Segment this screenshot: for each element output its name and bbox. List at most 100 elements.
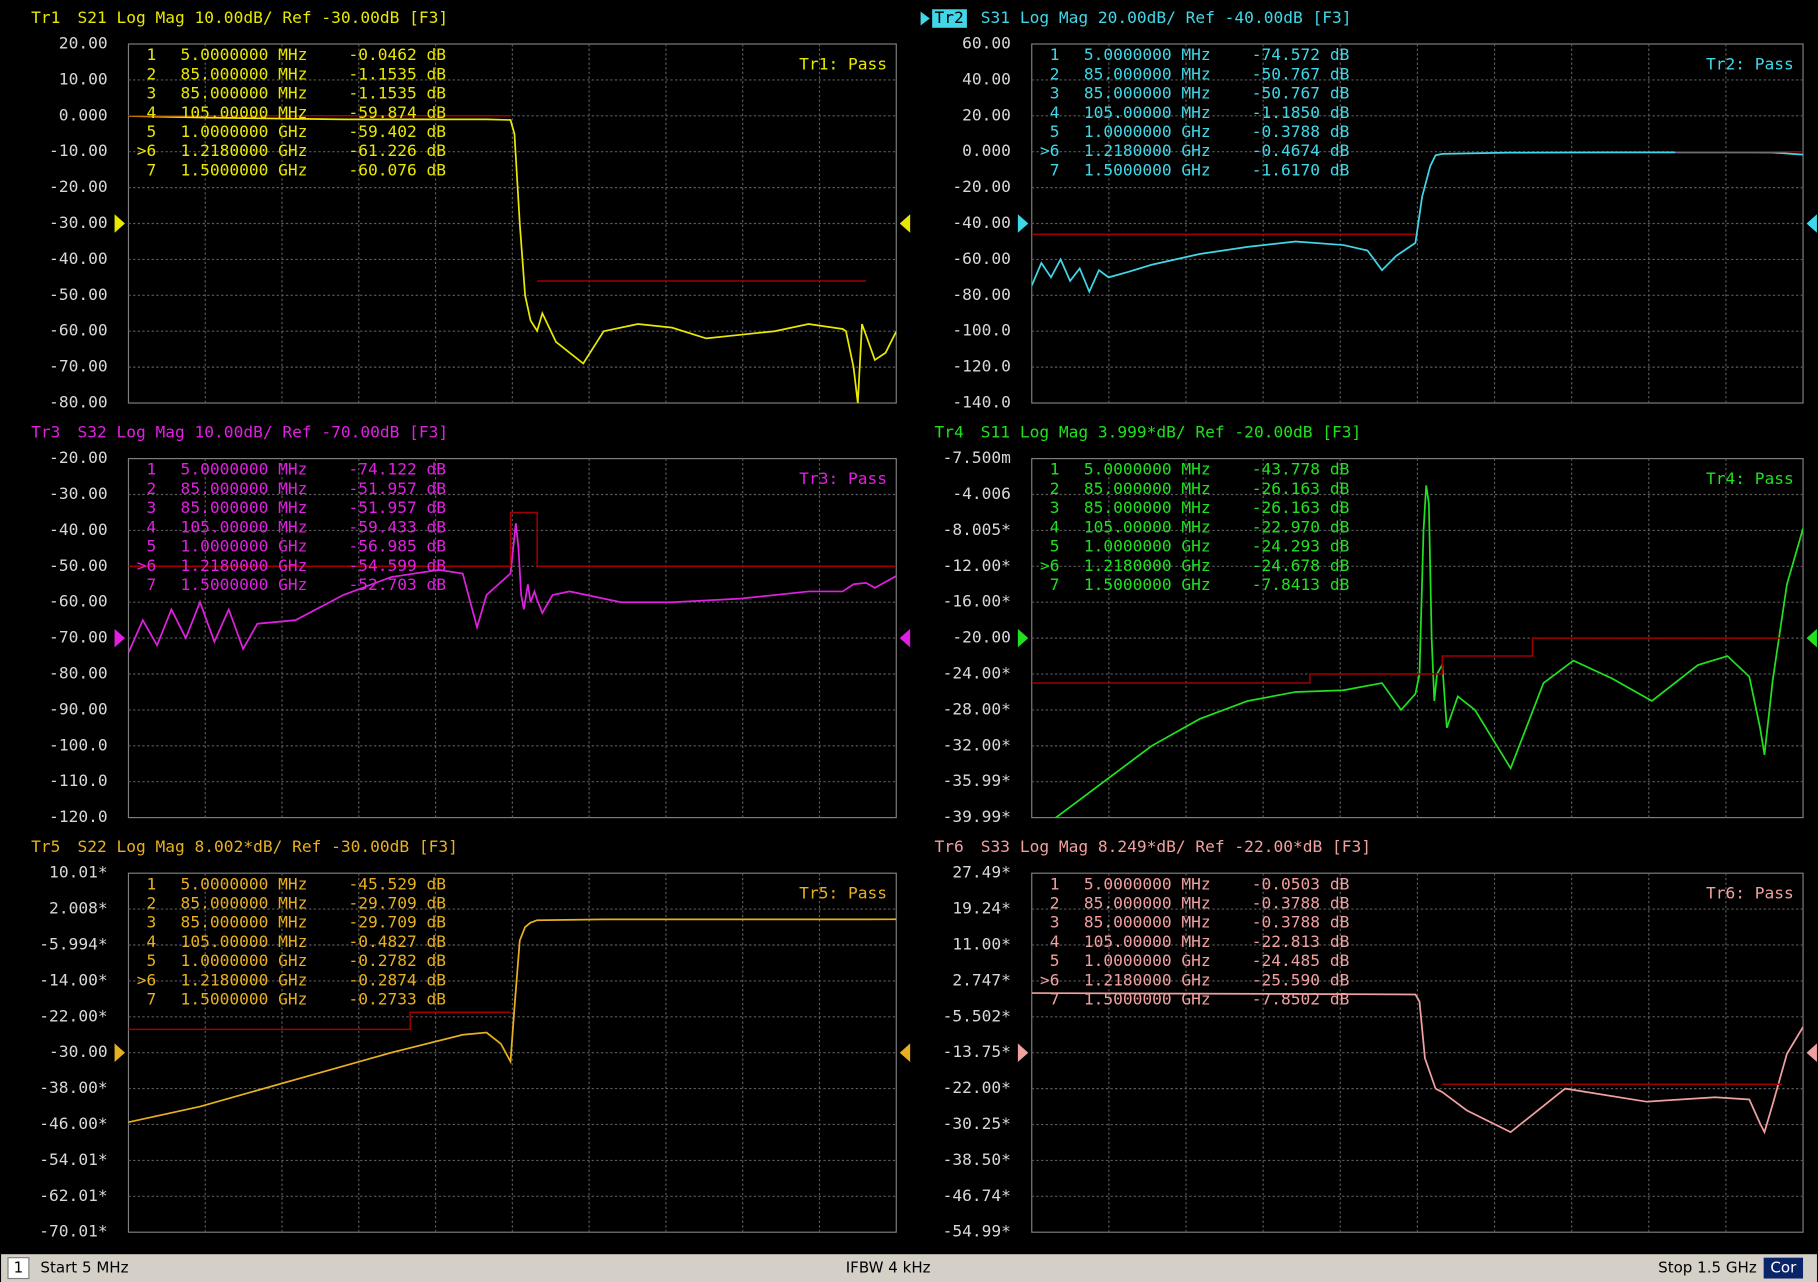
- y-tick-label: -5.502*: [943, 1006, 1011, 1025]
- y-tick-label: 60.00: [962, 34, 1011, 53]
- stop-freq: Stop 1.5 GHz: [1658, 1259, 1757, 1277]
- marker-response: -24.293 dB: [1252, 537, 1350, 556]
- y-tick-label: -50.00: [49, 556, 108, 575]
- marker-stimulus: 1.5000000 GHz: [1084, 575, 1211, 594]
- trace: [1031, 151, 1804, 294]
- y-tick-label: -38.50*: [943, 1150, 1011, 1169]
- y-tick-label: -22.00*: [39, 1006, 107, 1025]
- marker-response: -0.2874 dB: [348, 970, 446, 989]
- cor-box[interactable]: [1763, 1257, 1804, 1279]
- y-tick-label: -20.00: [49, 177, 108, 196]
- marker-response: -22.970 dB: [1252, 517, 1350, 536]
- marker-response: -43.778 dB: [1252, 460, 1350, 479]
- marker-stimulus: 105.00000 MHz: [181, 103, 308, 122]
- ref-arrow: [899, 1043, 911, 1062]
- trace-label: Tr2: [934, 8, 963, 27]
- marker-stimulus: 5.0000000 MHz: [1084, 874, 1211, 893]
- marker-number: >6: [1040, 141, 1060, 160]
- marker-number: 4: [1050, 932, 1060, 951]
- marker-stimulus: 85.000000 MHz: [1084, 64, 1211, 83]
- marker-stimulus: 1.2180000 GHz: [181, 141, 308, 160]
- marker-stimulus: 1.2180000 GHz: [1084, 556, 1211, 575]
- y-tick-label: -54.99*: [943, 1222, 1011, 1241]
- y-tick-label: -70.00: [49, 628, 108, 647]
- marker-number: >6: [137, 970, 157, 989]
- trace-title: S22 Log Mag 8.002*dB/ Ref -30.00dB [F3]: [77, 837, 457, 856]
- y-tick-label: -40.00: [49, 249, 108, 268]
- marker-number: 7: [1050, 990, 1060, 1009]
- ref-arrow: [1017, 214, 1029, 233]
- marker-stimulus: 5.0000000 MHz: [1084, 460, 1211, 479]
- pass-label: Tr1: Pass: [799, 54, 887, 73]
- marker-response: -1.1850 dB: [1252, 103, 1350, 122]
- y-tick-label: -12.00*: [943, 556, 1011, 575]
- marker-number: >6: [1040, 556, 1060, 575]
- marker-stimulus: 1.2180000 GHz: [1084, 141, 1211, 160]
- start-freq: Start 5 MHz: [40, 1259, 128, 1277]
- trace-title: S21 Log Mag 10.00dB/ Ref -30.00dB [F3]: [77, 8, 448, 27]
- marker-stimulus: 105.00000 MHz: [1084, 517, 1211, 536]
- marker-stimulus: 85.000000 MHz: [1084, 894, 1211, 913]
- y-tick-label: -22.00*: [943, 1078, 1011, 1097]
- channel-box[interactable]: [7, 1257, 30, 1280]
- marker-response: -54.599 dB: [348, 556, 446, 575]
- y-tick-label: -5.994*: [39, 934, 107, 953]
- y-tick-label: -54.01*: [39, 1150, 107, 1169]
- y-tick-label: -80.00: [49, 393, 108, 412]
- marker-number: 1: [1050, 45, 1060, 64]
- marker-stimulus: 5.0000000 MHz: [181, 460, 308, 479]
- marker-stimulus: 85.000000 MHz: [181, 64, 308, 83]
- y-tick-label: -13.75*: [943, 1042, 1011, 1061]
- y-tick-label: -120.0: [49, 807, 108, 826]
- marker-response: -0.4827 dB: [348, 932, 446, 951]
- y-tick-label: -120.0: [952, 357, 1011, 376]
- y-tick-label: -8.005*: [943, 520, 1011, 539]
- marker-response: -51.957 dB: [348, 479, 446, 498]
- marker-stimulus: 1.5000000 GHz: [181, 160, 308, 179]
- marker-stimulus: 1.5000000 GHz: [181, 575, 308, 594]
- ref-arrow: [1017, 1043, 1029, 1062]
- marker-response: -59.402 dB: [348, 122, 446, 141]
- ref-arrow: [114, 214, 125, 233]
- marker-response: -56.985 dB: [348, 537, 446, 556]
- marker-response: -26.163 dB: [1252, 479, 1350, 498]
- marker-stimulus: 105.00000 MHz: [181, 932, 308, 951]
- marker-stimulus: 5.0000000 MHz: [181, 45, 308, 64]
- y-tick-label: -30.00: [49, 213, 108, 232]
- pass-label: Tr3: Pass: [799, 469, 887, 488]
- marker-number: 1: [146, 45, 156, 64]
- y-tick-label: 20.00: [962, 105, 1011, 124]
- marker-response: -52.703 dB: [348, 575, 446, 594]
- y-tick-label: 10.00: [59, 69, 108, 88]
- y-tick-label: -10.00: [49, 141, 108, 160]
- y-tick-label: -32.00*: [943, 735, 1011, 754]
- marker-stimulus: 1.0000000 GHz: [1084, 122, 1211, 141]
- y-tick-label: -50.00: [49, 285, 108, 304]
- ref-arrow: [114, 1043, 125, 1062]
- marker-stimulus: 1.5000000 GHz: [181, 990, 308, 1009]
- y-tick-label: -70.01*: [39, 1222, 107, 1241]
- trace-label: Tr4: [934, 423, 963, 442]
- trace: [128, 523, 897, 654]
- y-tick-label: -14.00*: [39, 970, 107, 989]
- limit-line: [1031, 637, 1782, 684]
- y-tick-label: -30.00: [49, 484, 108, 503]
- pass-label: Tr6: Pass: [1706, 884, 1794, 903]
- marker-number: 2: [1050, 479, 1060, 498]
- marker-response: -59.874 dB: [348, 103, 446, 122]
- y-tick-label: -80.00: [952, 285, 1011, 304]
- y-tick-label: -60.00: [952, 249, 1011, 268]
- active-box: [932, 9, 967, 28]
- y-tick-label: -60.00: [49, 592, 108, 611]
- marker-number: 5: [1050, 951, 1060, 970]
- marker-number: >6: [137, 141, 157, 160]
- marker-response: -0.0462 dB: [348, 45, 446, 64]
- y-tick-label: 40.00: [962, 69, 1011, 88]
- y-tick-label: -46.74*: [943, 1186, 1011, 1205]
- y-tick-label: 11.00*: [952, 934, 1011, 953]
- y-tick-label: 2.747*: [952, 970, 1011, 989]
- y-tick-label: -60.00: [49, 321, 108, 340]
- y-tick-label: -46.00*: [39, 1114, 107, 1133]
- marker-stimulus: 1.2180000 GHz: [1084, 970, 1211, 989]
- y-tick-label: -80.00: [49, 664, 108, 683]
